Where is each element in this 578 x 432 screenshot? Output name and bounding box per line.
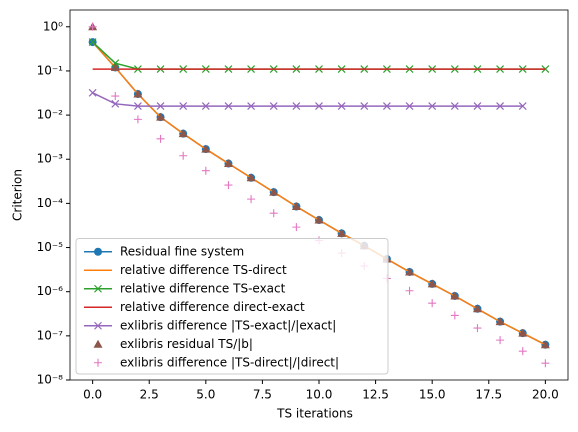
data-point xyxy=(314,215,324,224)
legend-marker xyxy=(94,358,102,367)
data-point xyxy=(450,291,460,300)
x-tick-label: 5.0 xyxy=(196,388,215,402)
legend-label: exlibris residual TS/|b| xyxy=(120,337,253,351)
y-tick-label: 10⁻⁷ xyxy=(37,328,64,342)
x-tick-label: 0.0 xyxy=(83,388,102,402)
data-point xyxy=(269,102,278,111)
data-point xyxy=(518,347,527,356)
data-point xyxy=(88,22,97,31)
legend-marker xyxy=(94,284,102,293)
x-tick-label: 7.5 xyxy=(253,388,272,402)
data-point xyxy=(473,102,482,111)
data-point xyxy=(518,328,528,337)
y-tick-label: 10⁰ xyxy=(43,19,63,33)
data-point xyxy=(201,166,210,175)
data-point xyxy=(337,102,346,111)
data-point xyxy=(246,173,256,182)
data-point xyxy=(315,102,323,111)
data-point xyxy=(179,151,188,160)
x-tick-label: 20.0 xyxy=(532,388,559,402)
legend-marker xyxy=(94,247,102,256)
legend-label: Residual fine system xyxy=(120,244,244,258)
data-point xyxy=(382,102,391,111)
y-tick-label: 10⁻⁴ xyxy=(37,196,64,210)
legend-label: exlibris difference |TS-exact|/|exact| xyxy=(120,318,336,332)
data-point xyxy=(156,112,166,121)
data-point xyxy=(428,299,437,308)
x-axis-label: TS iterations xyxy=(276,407,353,421)
data-point xyxy=(224,181,233,190)
data-point xyxy=(110,62,120,71)
data-point xyxy=(405,102,414,111)
data-point xyxy=(269,187,279,196)
data-point xyxy=(450,102,459,111)
data-point xyxy=(496,102,505,111)
data-point xyxy=(496,336,505,345)
data-point xyxy=(292,223,301,232)
legend-marker xyxy=(94,321,102,330)
data-point xyxy=(88,88,97,97)
data-point xyxy=(247,102,256,111)
data-point xyxy=(427,279,437,288)
data-point xyxy=(201,144,211,153)
y-tick-label: 10⁻² xyxy=(37,108,64,122)
data-point xyxy=(541,359,550,368)
data-point xyxy=(201,102,210,111)
legend-label: relative difference TS-direct xyxy=(120,263,287,277)
x-tick-label: 10.0 xyxy=(306,388,333,402)
data-point xyxy=(133,102,142,111)
legend-label: exlibris difference |TS-direct|/|direct| xyxy=(120,355,339,369)
data-point xyxy=(179,102,188,111)
legend-box xyxy=(75,238,389,375)
y-axis-label: Criterion xyxy=(11,169,25,221)
legend: Residual fine system relative difference … xyxy=(75,238,389,375)
x-tick-label: 17.5 xyxy=(475,388,502,402)
plot-frame xyxy=(69,9,569,381)
y-tick-label: 10⁻³ xyxy=(37,152,64,166)
data-point xyxy=(472,304,482,313)
y-tick-label: 10⁻⁵ xyxy=(37,240,64,254)
legend-marker xyxy=(93,339,103,348)
data-point xyxy=(223,159,233,168)
data-point xyxy=(360,102,369,111)
data-point xyxy=(133,89,143,98)
y-tick-label: 10⁻⁸ xyxy=(37,373,64,387)
data-point xyxy=(292,102,301,111)
data-point xyxy=(291,202,301,211)
data-point xyxy=(247,195,256,204)
data-point xyxy=(541,65,550,74)
data-point xyxy=(405,267,415,276)
x-tick-label: 12.5 xyxy=(362,388,389,402)
data-point xyxy=(133,115,142,124)
data-point xyxy=(156,134,165,143)
y-tick-label: 10⁻¹ xyxy=(37,63,64,77)
x-tick-label: 15.0 xyxy=(419,388,446,402)
data-point xyxy=(88,38,97,47)
data-point xyxy=(156,102,165,111)
data-point xyxy=(540,340,550,349)
x-tick-label: 2.5 xyxy=(140,388,159,402)
data-point xyxy=(178,129,188,138)
legend-label: relative difference TS-exact xyxy=(120,281,286,295)
data-point xyxy=(405,286,414,295)
data-point xyxy=(269,209,278,218)
y-tick-label: 10⁻⁶ xyxy=(37,284,64,298)
data-point xyxy=(473,324,482,333)
data-point xyxy=(495,317,505,326)
data-point xyxy=(111,92,120,101)
series-line xyxy=(92,92,523,107)
data-point xyxy=(337,228,347,237)
data-point xyxy=(111,99,120,108)
data-point xyxy=(518,102,527,111)
legend-label: relative difference direct-exact xyxy=(120,300,305,314)
data-point xyxy=(450,311,459,320)
data-point xyxy=(224,102,233,111)
data-point xyxy=(428,102,437,111)
